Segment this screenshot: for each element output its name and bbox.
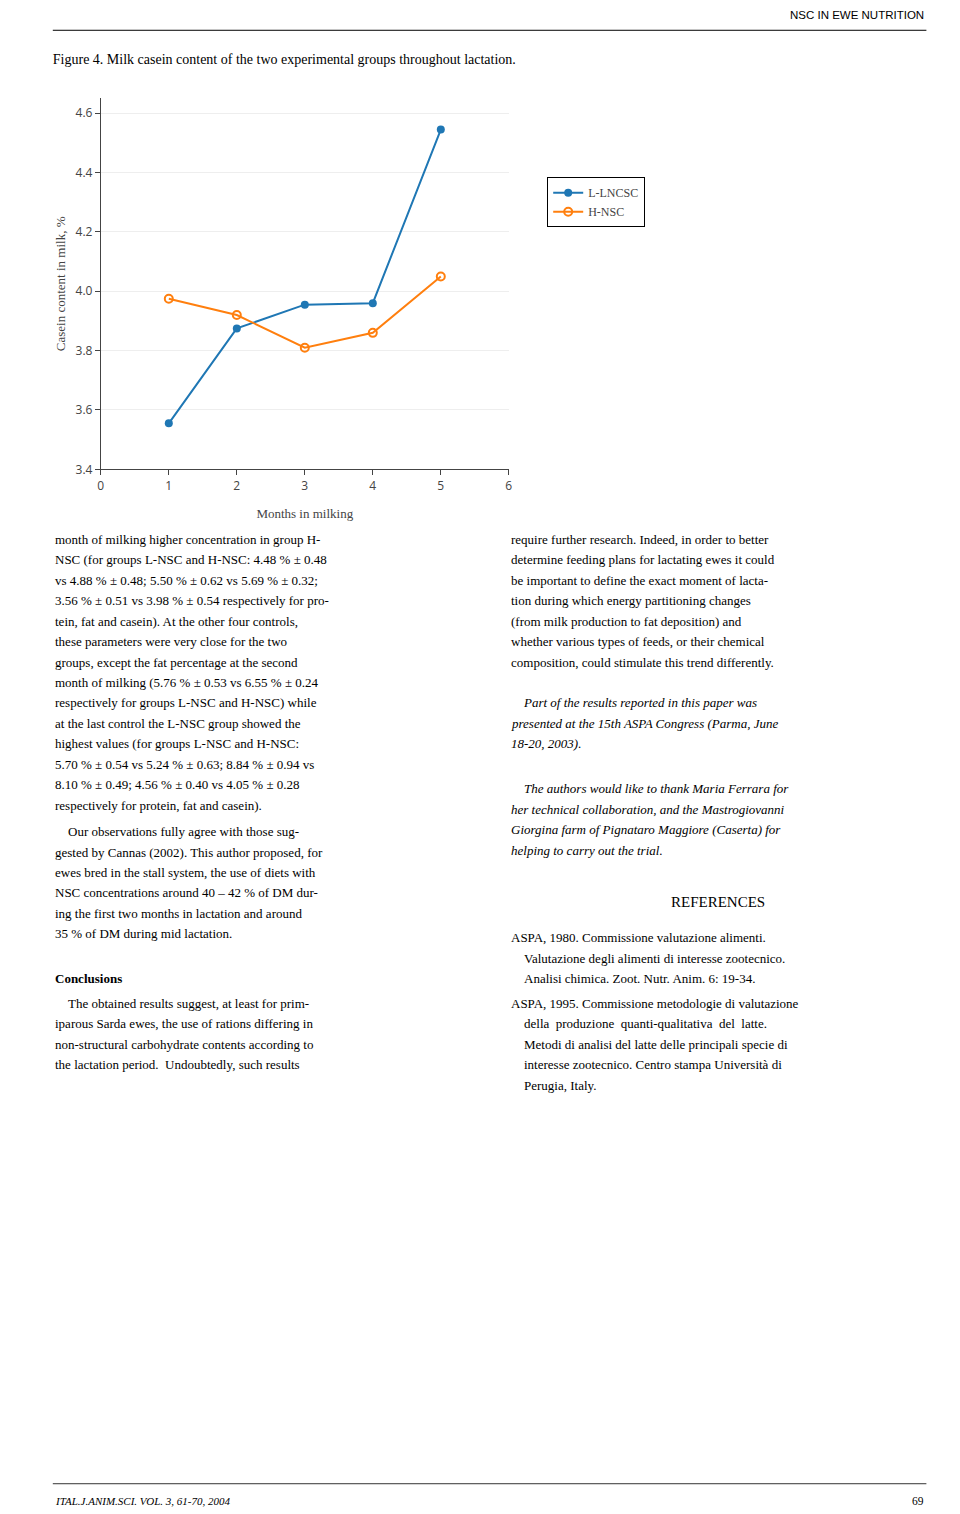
svg-text:della produzione quanti-qual: della produzione quanti-qualitativa del … (511, 1016, 767, 1031)
svg-text:determine feeding plans for la: determine feeding plans for lactating ew… (511, 552, 775, 567)
svg-text:interesse zootecnico. Centro s: interesse zootecnico. Centro stampa Univ… (511, 1057, 782, 1072)
svg-text:ASPA, 1995. Commissione metodo: ASPA, 1995. Commissione metodologie di v… (511, 996, 799, 1011)
svg-text:ITAL.J.ANIM.SCI. VOL. 3, 61-70: ITAL.J.ANIM.SCI. VOL. 3, 61-70, 2004 (55, 1495, 230, 1507)
svg-text:Analisi chimica. Zoot. Nutr. A: Analisi chimica. Zoot. Nutr. Anim. 6: 19… (511, 971, 755, 986)
svg-text:groups, except the fat percent: groups, except the fat percentage at the… (55, 655, 298, 670)
svg-text:Giorgina farm of Pignataro Mag: Giorgina farm of Pignataro Maggiore (Cas… (511, 822, 781, 837)
svg-text:4.0: 4.0 (76, 282, 93, 299)
svg-text:L-LNCSC: L-LNCSC (588, 186, 638, 200)
svg-text:ewes bred in the stall system,: ewes bred in the stall system, the use o… (55, 865, 316, 880)
svg-text:ing the first two months in la: ing the first two months in lactation an… (55, 906, 302, 921)
svg-text:3: 3 (301, 477, 308, 494)
svg-text:5: 5 (437, 477, 444, 494)
svg-text:helping to carry out the trial: helping to carry out the trial. (511, 843, 663, 858)
svg-text:REFERENCES: REFERENCES (671, 894, 765, 910)
svg-text:4.6: 4.6 (76, 104, 93, 121)
svg-text:3.4: 3.4 (76, 461, 93, 478)
svg-text:Valutazione degli alimenti di: Valutazione degli alimenti di interesse … (511, 951, 785, 966)
svg-text:0: 0 (97, 477, 104, 494)
svg-text:highest values (for groups L-N: highest values (for groups L-NSC and H-N… (55, 736, 299, 751)
svg-text:NSC (for groups L-NSC and H-NS: NSC (for groups L-NSC and H-NSC: 4.48 % … (55, 552, 327, 567)
svg-text:Metodi di analisi del latte de: Metodi di analisi del latte delle princi… (511, 1037, 788, 1052)
svg-text:35 % of DM during mid lactatio: 35 % of DM during mid lactation. (55, 926, 232, 941)
svg-text:be important to define the exa: be important to define the exact moment … (511, 573, 768, 588)
svg-text:4: 4 (369, 477, 376, 494)
svg-text:Conclusions: Conclusions (55, 971, 122, 986)
svg-text:1: 1 (165, 477, 172, 494)
svg-text:Casein content in milk, %: Casein content in milk, % (53, 216, 68, 351)
svg-text:month of milking higher concen: month of milking higher concentration in… (55, 532, 320, 547)
svg-text:3.56 % ± 0.51 vs 3.98 % ± 0.54: 3.56 % ± 0.51 vs 3.98 % ± 0.54 respectiv… (55, 593, 329, 608)
svg-text:these parameters were very clo: these parameters were very close for the… (55, 634, 287, 649)
svg-text:3.6: 3.6 (76, 401, 93, 418)
svg-text:whether various types of feeds: whether various types of feeds, or their… (511, 634, 765, 649)
svg-text:2: 2 (233, 477, 240, 494)
svg-text:H-NSC: H-NSC (588, 205, 624, 219)
svg-text:Perugia, Italy.: Perugia, Italy. (511, 1078, 596, 1093)
svg-text:Our observations fully agree w: Our observations fully agree with those … (55, 824, 299, 839)
svg-text:her technical collaboration, a: her technical collaboration, and the Mas… (511, 802, 785, 817)
svg-text:4.4: 4.4 (76, 164, 93, 181)
svg-text:6: 6 (505, 477, 512, 494)
svg-text:The authors would like to than: The authors would like to thank Maria Fe… (511, 781, 789, 796)
svg-text:gested by Cannas (2002). This: gested by Cannas (2002). This author pro… (55, 845, 323, 860)
svg-text:18-20, 2003).: 18-20, 2003). (511, 736, 581, 751)
svg-text:The obtained results suggest,: The obtained results suggest, at least f… (55, 996, 309, 1011)
svg-text:vs 4.88 % ± 0.48; 5.50 % ± 0.6: vs 4.88 % ± 0.48; 5.50 % ± 0.62 vs 5.69 … (55, 573, 318, 588)
svg-text:8.10 % ± 0.49; 4.56 % ± 0.40 v: 8.10 % ± 0.49; 4.56 % ± 0.40 vs 4.05 % ±… (55, 777, 300, 792)
svg-text:69: 69 (912, 1495, 924, 1507)
svg-text:iparous Sarda ewes, the use of: iparous Sarda ewes, the use of rations d… (55, 1016, 313, 1031)
svg-text:Part of the results reported i: Part of the results reported in this pap… (511, 695, 757, 710)
svg-text:NSC IN EWE NUTRITION: NSC IN EWE NUTRITION (790, 9, 924, 21)
svg-text:respectively for groups L-NSC: respectively for groups L-NSC and H-NSC)… (55, 695, 317, 710)
svg-text:NSC concentrations around 40 –: NSC concentrations around 40 – 42 % of D… (55, 885, 318, 900)
svg-text:at the last control the L-NSC: at the last control the L-NSC group show… (55, 716, 301, 731)
svg-text:Months in milking: Months in milking (256, 506, 353, 521)
svg-text:4.2: 4.2 (76, 223, 93, 240)
svg-text:the lactation period. Undoubt: the lactation period. Undoubtedly, such … (55, 1057, 300, 1072)
svg-text:respectively for protein, fat: respectively for protein, fat and casein… (55, 798, 262, 813)
svg-text:tion during which energy parti: tion during which energy partitioning ch… (511, 593, 751, 608)
svg-text:composition, could stimulate t: composition, could stimulate this trend … (511, 655, 774, 670)
svg-text:(from milk production to fat d: (from milk production to fat deposition)… (511, 614, 742, 629)
svg-text:tein, fat and casein). At the: tein, fat and casein). At the other four… (55, 614, 298, 629)
svg-text:non-structural carbohydrate co: non-structural carbohydrate contents acc… (55, 1037, 313, 1052)
svg-text:Figure 4. Milk casein content: Figure 4. Milk casein content of the two… (53, 52, 516, 67)
svg-text:presented at the 15th ASPA Con: presented at the 15th ASPA Congress (Par… (511, 716, 778, 731)
svg-text:require further research. Inde: require further research. Indeed, in ord… (511, 532, 769, 547)
svg-text:ASPA, 1980. Commissione valuta: ASPA, 1980. Commissione valutazione alim… (511, 930, 766, 945)
svg-text:5.70 % ± 0.54 vs 5.24 % ± 0.63: 5.70 % ± 0.54 vs 5.24 % ± 0.63; 8.84 % ±… (55, 757, 314, 772)
svg-text:3.8: 3.8 (76, 342, 93, 359)
svg-text:month of milking (5.76 % ± 0.5: month of milking (5.76 % ± 0.53 vs 6.55 … (55, 675, 319, 690)
